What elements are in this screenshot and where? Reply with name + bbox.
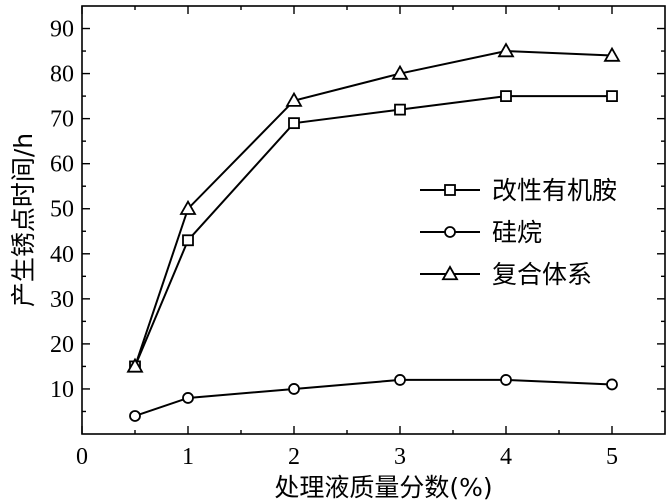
series-2-point-4 — [497, 42, 515, 58]
y-tick-label-6: 70 — [50, 107, 74, 133]
series-1-point-1 — [182, 392, 194, 404]
x-tick-label-0: 0 — [76, 444, 88, 470]
x-tick-label-4: 4 — [500, 444, 512, 470]
series-2-point-2 — [285, 91, 303, 107]
series-0 — [129, 90, 618, 373]
series-2-line — [134, 50, 613, 367]
x-tick-label-1: 1 — [182, 444, 194, 470]
plot-frame — [81, 5, 666, 435]
series-1-point-2 — [288, 383, 300, 395]
series-1 — [129, 374, 618, 422]
legend-marker-2 — [441, 265, 459, 281]
series-1-line — [134, 378, 613, 417]
legend-label-2: 复合体系 — [492, 260, 592, 289]
series-0-point-3 — [394, 103, 406, 116]
series-2-point-0 — [126, 357, 144, 373]
x-tick-label-2: 2 — [288, 444, 300, 470]
y-tick-label-0: 10 — [50, 377, 74, 403]
y-tick-label-2: 30 — [50, 287, 74, 313]
series-2 — [126, 42, 621, 373]
series-2-point-5 — [603, 46, 621, 62]
x-tick-label-3: 3 — [394, 444, 406, 470]
x-tick-label-5: 5 — [606, 444, 618, 470]
series-0-point-5 — [606, 90, 618, 103]
legend-marker-0 — [444, 184, 456, 196]
axes: 0 1 2 3 4 5 10 20 30 40 50 60 70 80 90 — [50, 5, 666, 470]
legend-marker-1 — [444, 226, 456, 238]
y-tick-label-7: 80 — [50, 62, 74, 88]
series-1-point-3 — [394, 374, 406, 386]
legend-label-0: 改性有机胺 — [492, 176, 617, 205]
series-1-point-5 — [606, 378, 618, 391]
y-axis-title: 产生锈点时间/h — [9, 133, 38, 307]
series-2-point-1 — [179, 199, 197, 215]
series-0-line — [134, 95, 612, 367]
series-1-point-0 — [129, 410, 141, 422]
series-2-point-3 — [391, 64, 409, 80]
y-tick-label-1: 20 — [50, 332, 74, 358]
series-layer — [126, 42, 621, 422]
series-1-point-4 — [500, 374, 512, 386]
series-0-point-4 — [500, 90, 512, 103]
y-tick-label-4: 50 — [50, 197, 74, 223]
legend-label-1: 硅烷 — [492, 218, 542, 247]
y-tick-label-5: 60 — [50, 152, 74, 178]
x-axis-title: 处理液质量分数(%) — [274, 473, 492, 501]
series-0-point-1 — [182, 234, 194, 247]
series-0-point-2 — [288, 117, 300, 130]
y-tick-label-8: 90 — [50, 17, 74, 43]
y-tick-label-3: 40 — [50, 242, 74, 268]
